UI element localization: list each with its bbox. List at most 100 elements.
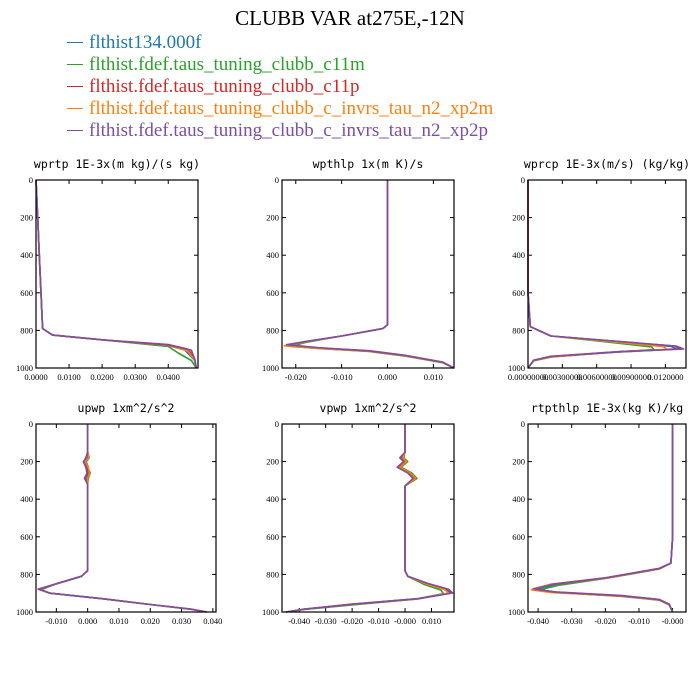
- series-line-4: [35, 179, 198, 369]
- x-tick-label: 0.00300000: [542, 372, 582, 382]
- y-tick-label: 200: [512, 457, 525, 467]
- y-tick-label: 600: [20, 532, 33, 542]
- x-tick-label: -0.010: [45, 616, 67, 626]
- x-tick-label: 0.0300: [123, 372, 146, 382]
- plot-frame: [527, 423, 687, 613]
- series-line-1: [38, 424, 207, 613]
- x-tick-label: -0.030: [561, 616, 583, 626]
- y-tick-label: 0: [29, 419, 33, 429]
- x-tick-label: 0.010: [422, 616, 441, 626]
- y-tick-label: 800: [266, 569, 279, 579]
- series-line-4: [39, 424, 207, 613]
- y-tick-label: 800: [20, 325, 33, 335]
- y-tick-label: 600: [266, 288, 279, 298]
- y-tick-label: 400: [266, 494, 279, 504]
- series-line-5: [37, 424, 207, 613]
- series-line-3: [37, 424, 207, 613]
- plot-title: rtpthlp 1E-3x(kg K)/kg: [531, 401, 683, 415]
- y-tick-label: 200: [20, 213, 33, 223]
- y-tick-label: 400: [266, 250, 279, 260]
- y-tick-label: 400: [512, 494, 525, 504]
- legend-entry-1: flthist134.000f: [67, 32, 201, 54]
- x-tick-label: 0.010: [109, 616, 128, 626]
- x-tick-label: 0.00900000: [611, 372, 651, 382]
- series-line-1: [35, 179, 198, 369]
- plot-panel: upwp 1xm^2/s^2 0 200 400 600 800 1000 -0.010 0.0…: [16, 401, 222, 626]
- legend-swatch: [67, 130, 83, 132]
- plot-frame: [527, 179, 687, 369]
- series-line-4: [283, 180, 455, 369]
- plot-title: wprtp 1E-3x(m kg)/(s kg): [34, 157, 200, 171]
- x-tick-label: -0.040: [527, 616, 549, 626]
- x-tick-label: -0.010: [331, 372, 353, 382]
- legend-entry-2: flthist.fdef.taus_tuning_clubb_c11m: [67, 54, 365, 76]
- series-line-2: [35, 179, 197, 369]
- x-tick-label: 0.0100: [57, 372, 80, 382]
- x-tick-label: -0.010: [368, 616, 390, 626]
- x-tick-label: -0.020: [594, 616, 616, 626]
- y-tick-label: 600: [20, 288, 33, 298]
- plot-panel: rtpthlp 1E-3x(kg K)/kg02004006008001000-…: [508, 401, 687, 626]
- y-tick-label: 0: [275, 419, 279, 429]
- plot-frame: [35, 423, 217, 613]
- legend-swatch: [67, 42, 83, 44]
- series-line-1: [285, 180, 455, 369]
- x-tick-label: -0.030: [315, 616, 337, 626]
- y-tick-label: 0: [275, 175, 279, 185]
- x-tick-label: -0.000: [662, 616, 684, 626]
- y-tick-label: 0: [29, 175, 33, 185]
- plot-frame: [281, 179, 455, 369]
- x-tick-label: -0.020: [341, 616, 363, 626]
- y-tick-label: 1000: [262, 607, 279, 617]
- figure-title: CLUBB VAR at275E,-12N: [235, 6, 465, 30]
- plot-title: wpthlp 1x(m K)/s: [313, 157, 424, 171]
- y-tick-label: 400: [512, 250, 525, 260]
- y-tick-label: 200: [266, 213, 279, 223]
- legend-label: flthist.fdef.taus_tuning_clubb_c11m: [89, 54, 365, 75]
- x-tick-label: 0.0200: [90, 372, 113, 382]
- y-tick-label: 600: [266, 532, 279, 542]
- x-tick-label: 0.000: [378, 372, 397, 382]
- legend-swatch: [67, 108, 83, 110]
- series-line-5: [527, 180, 685, 369]
- plot-panel: vpwp 1xm^2/s^2 0 200 400 600 800 1000 -0.040 -0.…: [262, 401, 455, 626]
- y-tick-label: 1000: [508, 607, 525, 617]
- legend-entry-5: flthist.fdef.taus_tuning_clubb_c_invrs_t…: [67, 120, 488, 142]
- y-tick-label: 600: [512, 288, 525, 298]
- legend-label: flthist134.000f: [89, 32, 202, 53]
- legend-label: flthist.fdef.taus_tuning_clubb_c_invrs_t…: [89, 120, 488, 141]
- series-line-2: [285, 424, 445, 613]
- y-tick-label: 600: [512, 532, 525, 542]
- plot-title: upwp 1xm^2/s^2: [78, 401, 175, 415]
- y-tick-label: 1000: [262, 363, 279, 373]
- plot-title: vpwp 1xm^2/s^2: [320, 401, 417, 415]
- legend-entry-4: flthist.fdef.taus_tuning_clubb_c_invrs_t…: [67, 98, 493, 120]
- y-tick-label: 800: [512, 325, 525, 335]
- legend-label: flthist.fdef.taus_tuning_clubb_c11p: [89, 76, 360, 97]
- x-tick-label: 0.000: [78, 616, 97, 626]
- x-tick-label: 0.0120000: [647, 372, 683, 382]
- x-tick-label: 0.0400: [157, 372, 180, 382]
- y-tick-label: 800: [512, 569, 525, 579]
- y-tick-label: 0: [521, 175, 525, 185]
- legend-swatch: [67, 86, 83, 88]
- x-tick-label: 0.00600000: [577, 372, 617, 382]
- series-line-4: [285, 424, 450, 613]
- y-tick-label: 0: [521, 419, 525, 429]
- y-tick-label: 1000: [16, 607, 33, 617]
- plot-panel: wprcp 1E-3x(m/s) (kg/kg) 0 200 400 600 800 100…: [508, 157, 690, 382]
- x-tick-label: 0.040: [203, 616, 222, 626]
- legend-swatch: [67, 64, 83, 66]
- series-line-3: [35, 179, 198, 369]
- plot-panel: wpthlp 1x(m K)/s 0 200 400 600 800 1000 -0.020 -…: [262, 157, 455, 382]
- x-tick-label: 0.0000: [24, 372, 47, 382]
- y-tick-label: 800: [266, 325, 279, 335]
- legend-entry-3: flthist.fdef.taus_tuning_clubb_c11p: [67, 76, 360, 98]
- y-tick-label: 200: [266, 457, 279, 467]
- y-tick-label: 1000: [16, 363, 33, 373]
- series-line-3: [285, 180, 455, 369]
- y-tick-label: 1000: [508, 363, 525, 373]
- series-line-2: [40, 424, 207, 613]
- x-tick-label: -0.020: [285, 372, 307, 382]
